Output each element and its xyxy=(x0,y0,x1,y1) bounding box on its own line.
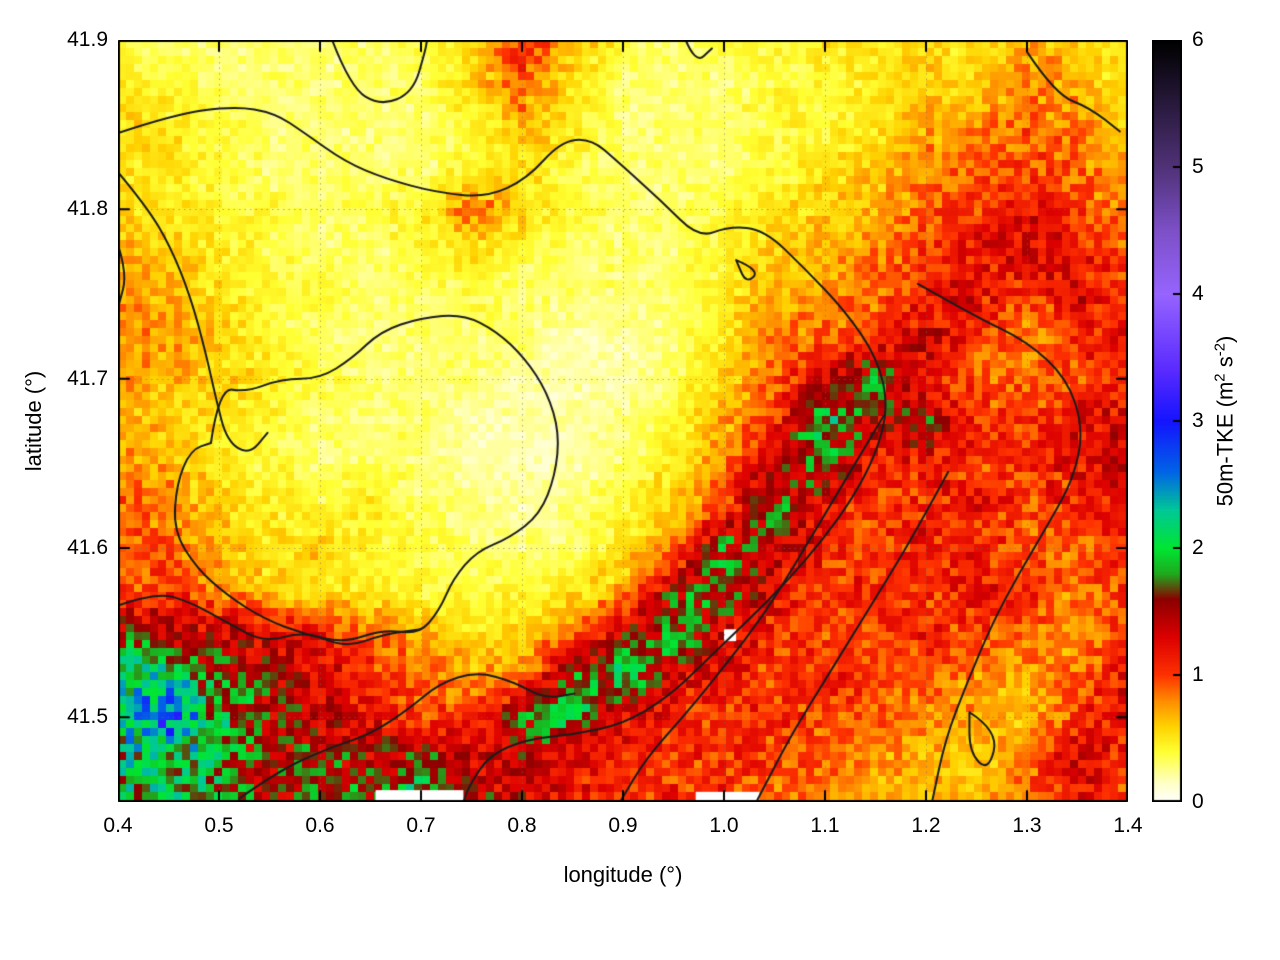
heatmap-canvas xyxy=(118,40,1128,802)
colorbar-label-sup-1: 2 xyxy=(1211,373,1229,382)
x-tick-label: 0.7 xyxy=(406,814,436,837)
colorbar-label-text: ) xyxy=(1212,335,1238,343)
x-axis-label: longitude (°) xyxy=(563,862,683,887)
colorbar-tick-label: 2 xyxy=(1192,536,1204,559)
y-axis-label: latitude (°) xyxy=(21,370,46,472)
colorbar-canvas xyxy=(1152,40,1182,802)
y-tick-label: 41.6 xyxy=(67,536,108,559)
x-tick-label: 0.5 xyxy=(204,814,234,837)
colorbar-tick-label: 4 xyxy=(1192,282,1204,305)
colorbar-axis-label: 50m-TKE (m2 s-2) xyxy=(1211,336,1238,507)
x-tick-label: 1.0 xyxy=(709,814,739,837)
colorbar-label-text: s xyxy=(1212,356,1238,374)
x-tick-label: 0.4 xyxy=(103,814,133,837)
colorbar-label-sup-2: -2 xyxy=(1211,342,1229,357)
colorbar-tick-label: 5 xyxy=(1192,155,1204,178)
colorbar-tick-label: 6 xyxy=(1192,28,1204,51)
x-tick-label: 1.4 xyxy=(1113,814,1143,837)
x-tick-label: 0.9 xyxy=(608,814,638,837)
colorbar-label-text: 50m-TKE (m xyxy=(1212,381,1238,507)
x-tick-label: 1.2 xyxy=(911,814,941,837)
x-tick-label: 0.6 xyxy=(305,814,335,837)
y-tick-label: 41.7 xyxy=(67,366,108,390)
y-tick-label: 41.9 xyxy=(67,28,108,51)
x-tick-label: 0.8 xyxy=(507,814,537,837)
y-tick-label: 41.8 xyxy=(67,197,108,221)
colorbar-tick-label: 3 xyxy=(1192,409,1204,432)
x-tick-label: 1.3 xyxy=(1012,814,1042,837)
x-tick-label: 1.1 xyxy=(810,814,840,837)
y-tick-label: 41.5 xyxy=(67,705,108,729)
colorbar-tick-label: 0 xyxy=(1192,790,1204,813)
colorbar-tick-label: 1 xyxy=(1192,663,1204,686)
